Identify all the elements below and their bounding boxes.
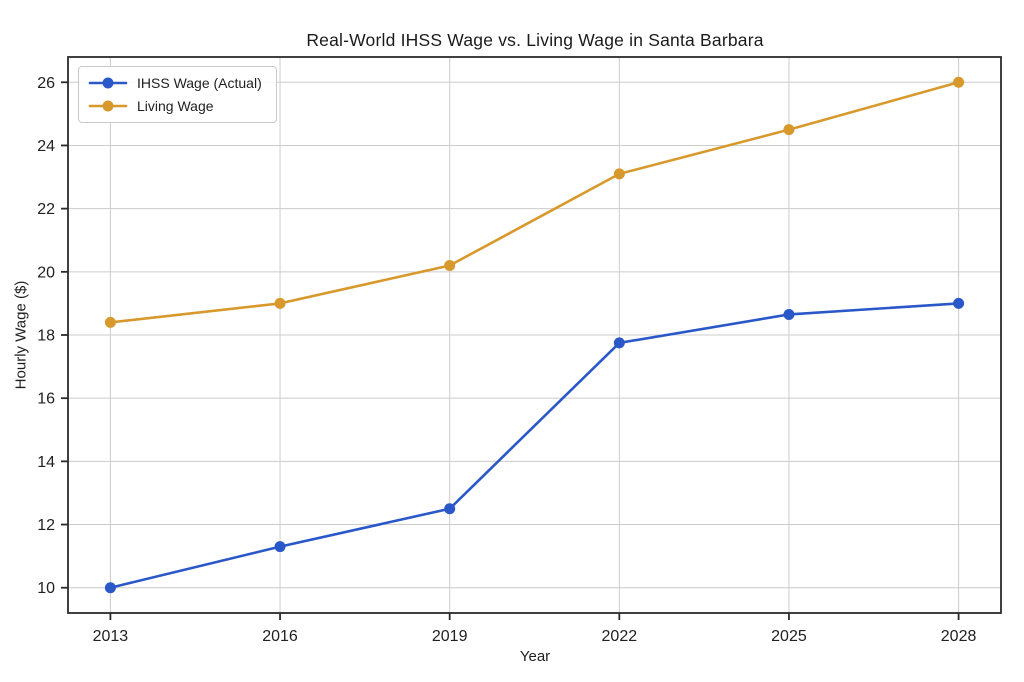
legend-label-living-wage: Living Wage [137, 98, 214, 114]
x-axis-label: Year [519, 648, 551, 665]
data-point [274, 297, 286, 309]
data-point [783, 308, 795, 320]
data-point [953, 76, 965, 88]
y-tick-label: 16 [37, 391, 55, 408]
legend-label-ihss-wage: IHSS Wage (Actual) [137, 75, 262, 91]
y-tick-label: 14 [37, 454, 55, 471]
x-tick-label: 2025 [771, 628, 807, 645]
y-axis-label: Hourly Wage ($) [12, 280, 30, 390]
data-point [953, 297, 965, 309]
data-point [104, 582, 116, 594]
y-tick-label: 10 [37, 580, 55, 597]
x-tick-label: 2013 [93, 628, 129, 645]
legend-item-ihss-wage: IHSS Wage (Actual) [88, 72, 262, 94]
line-marker-swatch-icon [88, 77, 128, 89]
y-tick-label: 24 [37, 138, 55, 155]
y-tick-label: 22 [37, 201, 55, 218]
data-point [444, 260, 456, 271]
legend: IHSS Wage (Actual) Living Wage [78, 66, 277, 123]
y-tick-label: 18 [37, 328, 55, 345]
x-tick-label: 2022 [602, 628, 638, 645]
chart-title: Real-World IHSS Wage vs. Living Wage in … [306, 30, 764, 50]
data-point [104, 316, 116, 328]
data-point [783, 124, 795, 136]
y-tick-label: 26 [37, 75, 55, 92]
line-marker-swatch-icon [88, 100, 128, 112]
series-line-1 [109, 80, 960, 324]
data-point [274, 541, 286, 553]
x-tick-label: 2016 [262, 628, 298, 645]
x-tick-label: 2019 [432, 628, 468, 645]
data-point [444, 503, 456, 515]
series-line-0 [109, 302, 960, 590]
data-point [613, 337, 625, 349]
y-tick-label: 12 [37, 517, 55, 534]
x-tick-label: 2028 [941, 628, 977, 645]
data-point [613, 168, 625, 180]
legend-item-living-wage: Living Wage [88, 95, 262, 117]
y-tick-label: 20 [37, 264, 55, 281]
